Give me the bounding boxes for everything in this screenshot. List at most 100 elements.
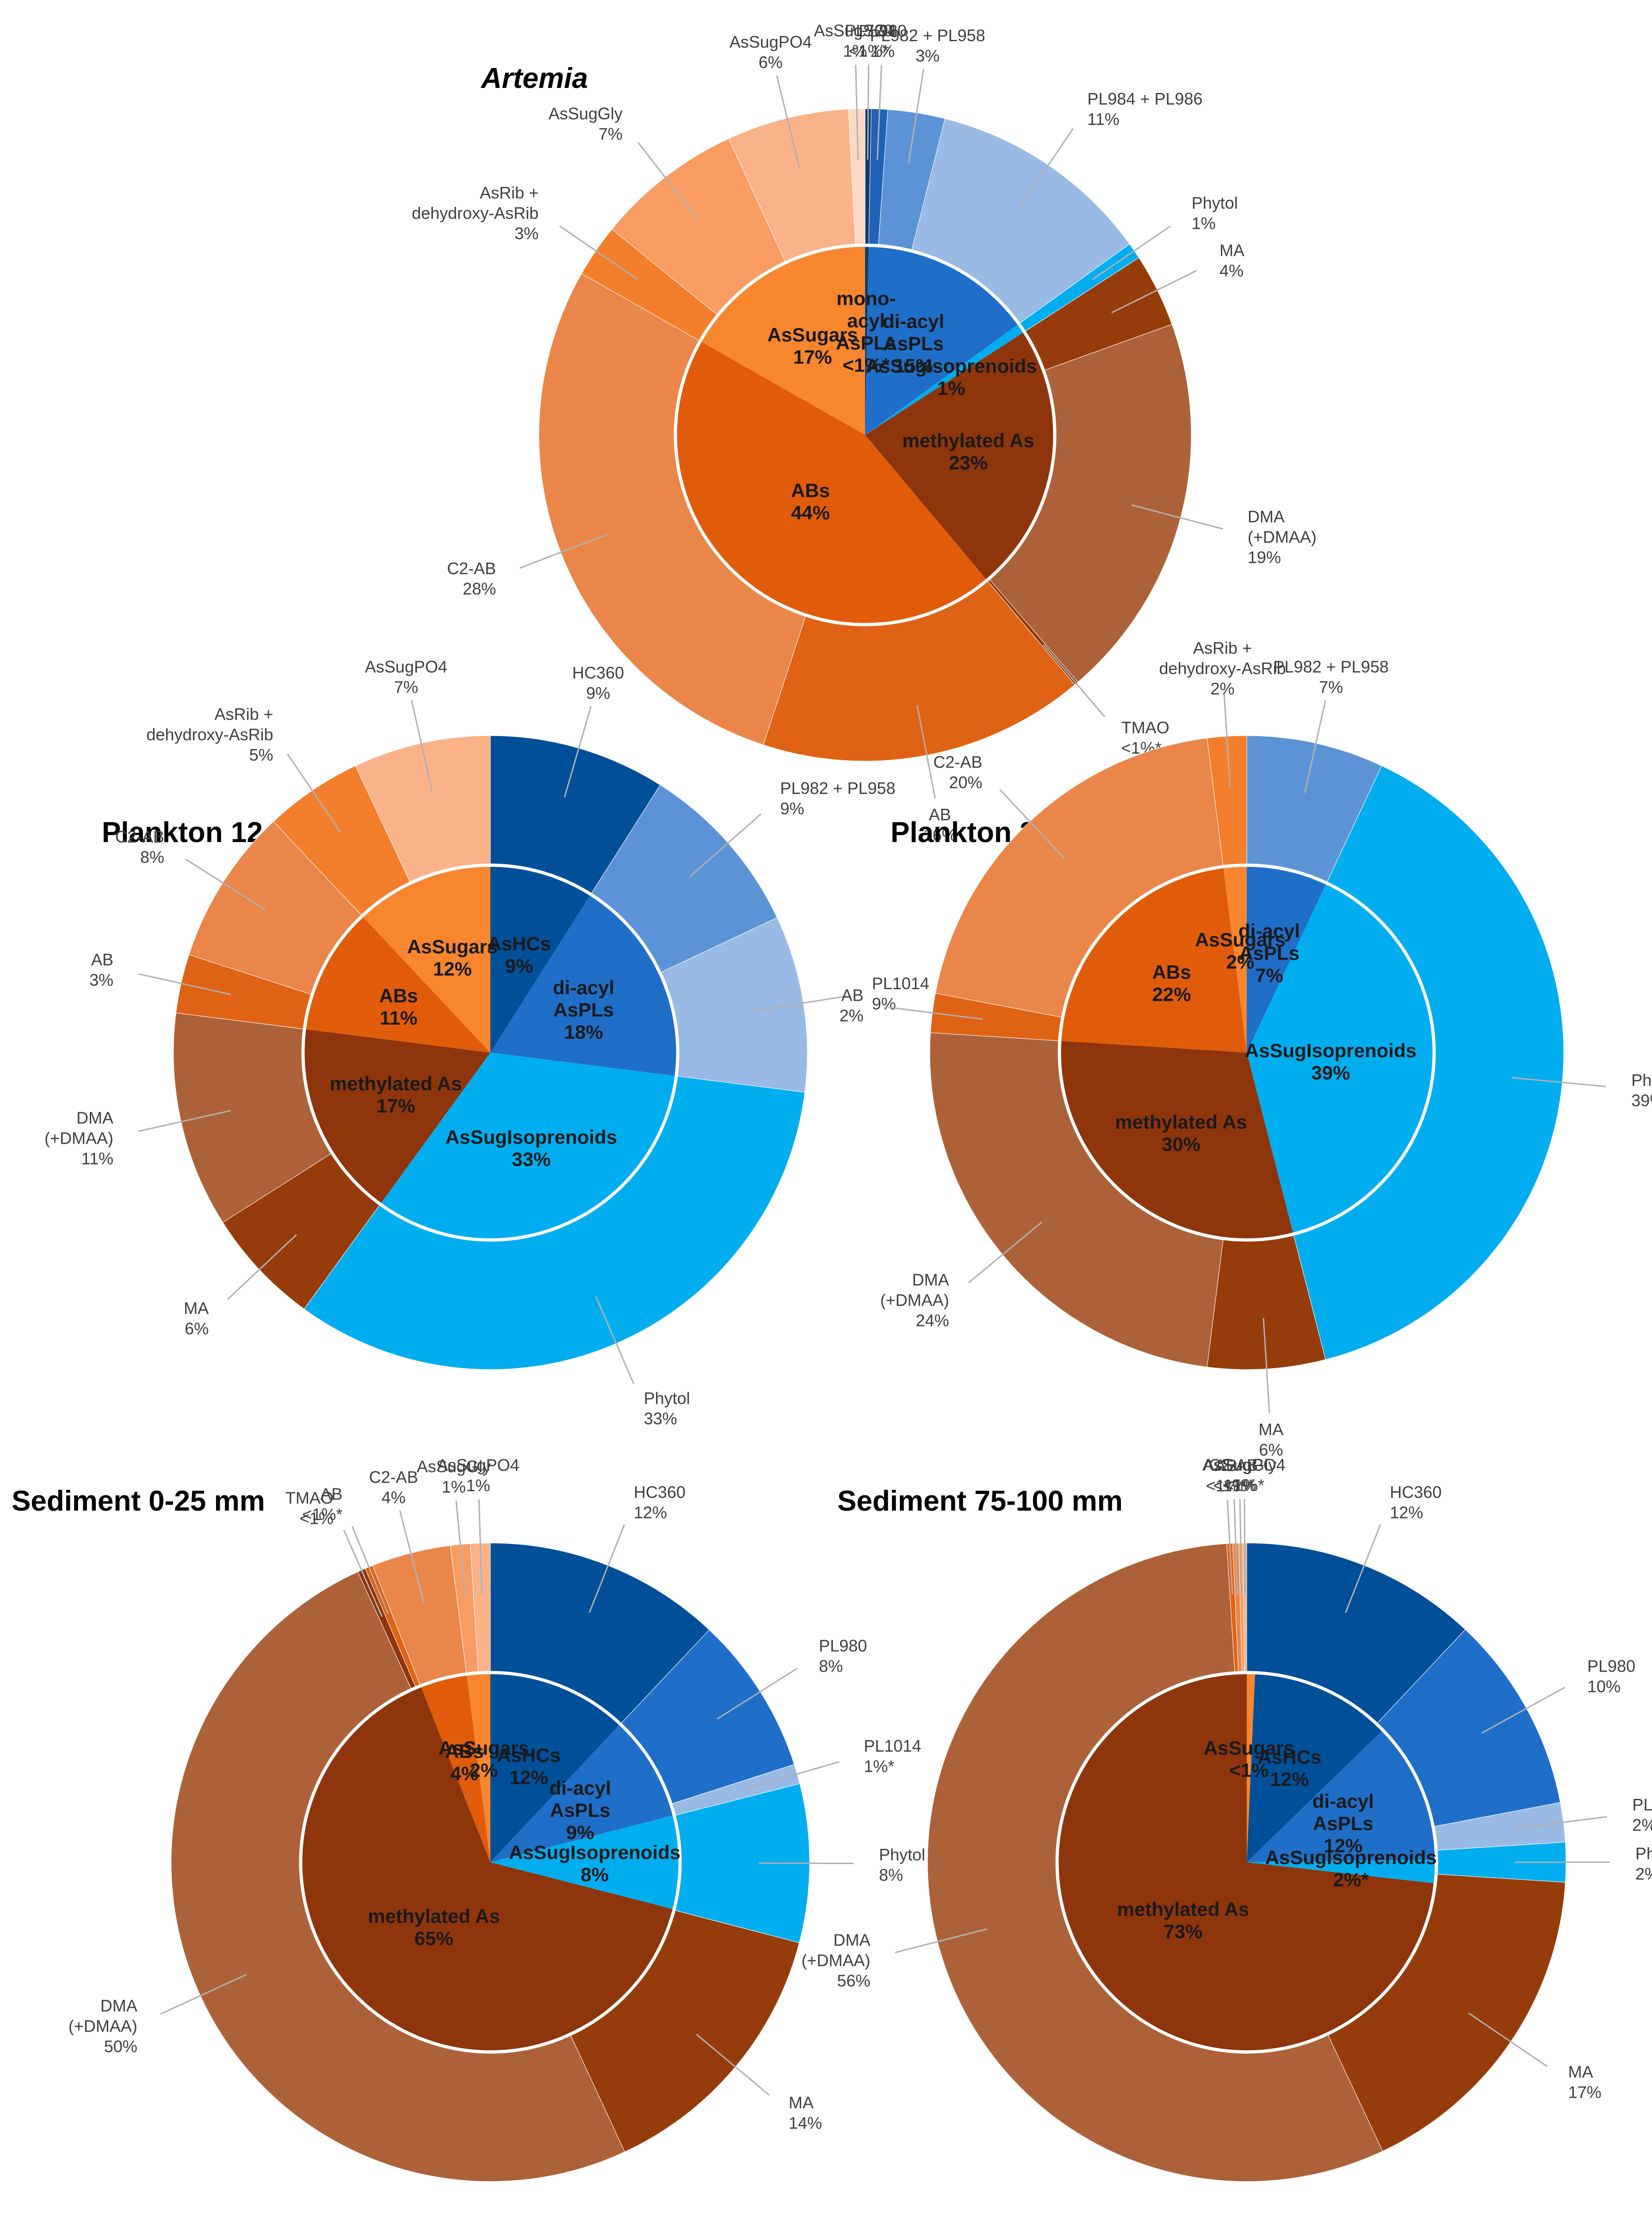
inner-label-assugars: AsSugars 12%	[407, 936, 498, 980]
leader-line	[776, 75, 800, 168]
leader-line	[1304, 700, 1326, 793]
outer-label-hc360: HC360 12%	[634, 1483, 686, 1522]
outer-label-ma: MA 6%	[1258, 1420, 1283, 1459]
leader-line	[753, 995, 847, 1012]
inner-slice-abs	[1059, 867, 1247, 1053]
inner-label-assugars: AsSugars 2%	[439, 1737, 529, 1781]
outer-label-pl980: PL980 1%	[859, 21, 907, 61]
inner-label-assugisoprenoids: AsSugIsoprenoids 2%*	[1265, 1847, 1437, 1890]
outer-label-assugpo4: AsSugPO4 7%	[365, 657, 447, 697]
inner-label-assugars: AsSugars 17%	[767, 324, 858, 368]
leader-line	[1244, 1499, 1246, 1594]
inner-label-di-acyl-aspls: di-acyl AsPLs 15%	[883, 310, 944, 377]
inner-label-abs: ABs 44%	[791, 480, 830, 524]
outer-label-phytol: Phytol2%*	[1635, 1844, 1652, 1883]
chart-title: Artemia	[480, 62, 588, 94]
leader-line	[1131, 504, 1224, 530]
inner-slice-di-acyl-aspls	[1247, 1730, 1436, 1862]
outer-label-ma: MA 14%	[789, 2093, 822, 2132]
outer-label-ab: AB 3%	[89, 950, 113, 989]
chart-sediment-75-100-mm: Sediment 75-100 mm AsSugars <1%AsHCs 12%di-…	[801, 1455, 1652, 2182]
outer-label-pl720: PL720 <1%*	[845, 21, 893, 60]
inner-label-ashcs: AsHCs 12%	[497, 1744, 561, 1788]
inner-label-ashcs: AsHCs 9%	[487, 933, 551, 977]
leader-line	[696, 2033, 770, 2096]
outer-label-c2-ab: C2-AB <1%*	[1209, 1456, 1258, 1495]
leader-line	[1223, 692, 1231, 787]
ring-separator	[299, 1671, 682, 2054]
inner-label-assugars: AsSugars <1%	[1204, 1737, 1294, 1781]
outer-label-ma: MA 17%	[1568, 2063, 1602, 2102]
leader-line	[160, 1974, 247, 2015]
inner-slice-methylated-as	[1057, 1673, 1435, 2052]
ring-separator	[674, 243, 1057, 626]
outer-label-dma-dmaa: DMA (+DMAA) 11%	[44, 1109, 113, 1168]
leader-line	[717, 1667, 798, 1720]
leader-line	[455, 1500, 466, 1595]
inner-slice-assugisoprenoids	[490, 1815, 681, 1909]
leader-line	[595, 1296, 635, 1384]
outer-label-assugso4: AsSugSO4 1%	[814, 21, 896, 61]
leader-line	[876, 65, 883, 160]
leader-line	[1468, 2012, 1548, 2067]
inner-label-di-acyl-aspls: di-acyl AsPLs 7%	[1238, 920, 1300, 986]
outer-label-pl982-pl958: PL982 + PL958 3%	[870, 26, 985, 65]
outer-label-dma-dmaa: DMA (+DMAA) 50%	[68, 1996, 137, 2056]
inner-label-assugisoprenoids: AsSugIsoprenoids 1%	[866, 355, 1037, 399]
inner-slice-methylated-as	[301, 1686, 674, 2052]
outer-label-hc360: HC360 9%	[572, 663, 624, 703]
inner-slice-assugars	[1223, 865, 1247, 1053]
leader-line	[1511, 1077, 1606, 1087]
outer-label-ma: MA 6%	[184, 1299, 209, 1338]
inner-slice-di-acyl-aspls	[865, 245, 1019, 435]
inner-slice-assugisoprenoids	[1247, 1859, 1436, 1884]
outer-label-tmao: TMAO <1%	[285, 1488, 334, 1528]
leader-line	[138, 973, 231, 996]
leader-line	[343, 1530, 383, 1617]
leader-line	[689, 813, 762, 877]
outer-label-pl980: PL980 8%	[819, 1636, 867, 1676]
leader-line	[916, 705, 936, 799]
outer-label-ab: AB <1%*	[1206, 1456, 1246, 1495]
leader-line	[588, 1524, 625, 1613]
inner-slice-ashcs	[1247, 1673, 1383, 1862]
inner-label-methylated-as: methylated As 73%	[1117, 1898, 1250, 1942]
outer-label-pl1014: PL1014 1%*	[864, 1736, 921, 1776]
outer-label-assuggly: AsSugGly 1%	[417, 1457, 491, 1496]
inner-slice-mono-acyl-aspls	[865, 245, 869, 435]
inner-slice-assugars	[1247, 1673, 1256, 1862]
chart-title: Sediment 0-25 mm	[12, 1485, 265, 1517]
outer-label-dma-dmaa: DMA (+DMAA) 56%	[801, 1930, 870, 1990]
chart-artemia: Artemia mono-acyl AsPLs <1%*di-acyl AsPLs 15%…	[412, 21, 1317, 844]
chart-plankton-20-m: Plankton 20 mdi-acyl AsPLs 7%AsSugIsopreno…	[840, 638, 1652, 1459]
leader-line	[1513, 1816, 1607, 1829]
outer-label-asrib-dehydroxy-asrib: AsRib + dehydroxy-AsRib 2%	[1159, 638, 1286, 698]
inner-slice-di-acyl-aspls	[490, 894, 678, 1076]
inner-label-mono-acyl-aspls: mono-acyl AsPLs <1%*	[836, 287, 897, 376]
outer-label-assuggly: AsSugGly <1%	[1202, 1456, 1276, 1495]
outer-label-pl980: PL980 10%	[1587, 1657, 1635, 1696]
outer-label-assuggly: AsSugGly 7%	[549, 104, 623, 143]
outer-label-ab: AB 16%	[923, 805, 957, 844]
leader-line	[1239, 1499, 1243, 1594]
chart-title: Sediment 75-100 mm	[837, 1485, 1123, 1517]
leader-line	[227, 1234, 297, 1301]
leader-line	[1226, 1500, 1233, 1594]
outer-label-dma-dmaa: DMA (+DMAA) 19%	[1248, 507, 1317, 567]
leader-line	[351, 1526, 389, 1615]
outer-label-pl982-pl958: PL982 + PL958 9%	[780, 779, 895, 818]
inner-label-methylated-as: methylated As 23%	[902, 429, 1034, 473]
outer-label-c2-ab: C2-AB 20%	[933, 753, 982, 792]
inner-label-abs: ABs 11%	[379, 985, 418, 1029]
leader-line	[968, 1221, 1042, 1283]
outer-label-ab: AB <1%*	[302, 1485, 342, 1524]
outer-label-assugpo4: AsSugPO4 1%	[437, 1456, 520, 1495]
outer-label-dma-dmaa: DMA (+DMAA) 24%	[880, 1270, 949, 1330]
leader-line	[895, 1928, 987, 1953]
outer-label-asrib-dehydroxy-asrib: AsRib + dehydroxy-AsRib 5%	[147, 705, 273, 764]
leader-line	[748, 1761, 840, 1789]
leader-line	[478, 1499, 483, 1594]
leader-line	[1092, 225, 1171, 280]
leader-line	[888, 1006, 983, 1020]
